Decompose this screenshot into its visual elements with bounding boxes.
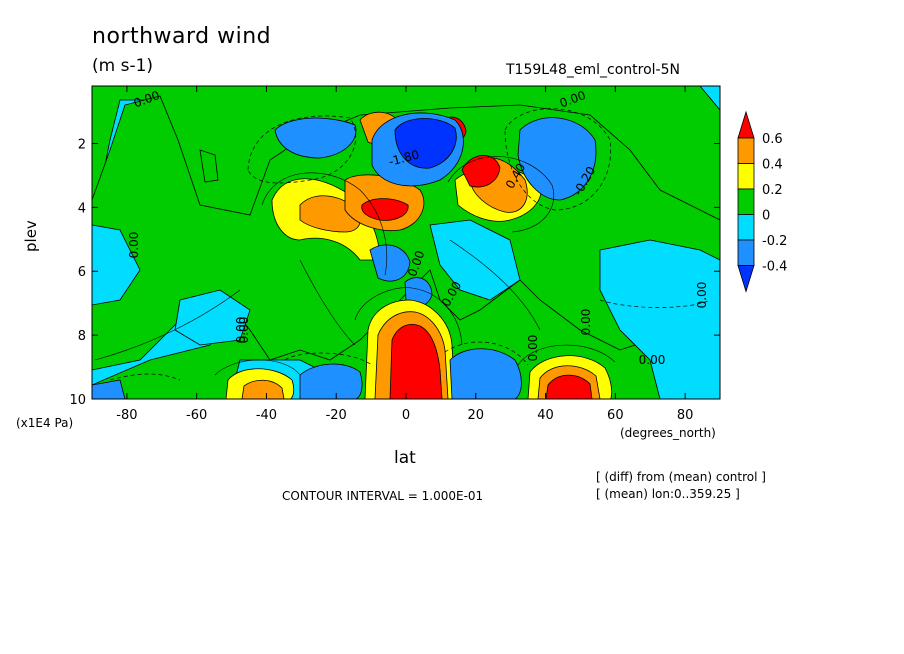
colorbar-bottom-arrow	[737, 265, 755, 293]
colorbar-label: -0.4	[762, 260, 787, 275]
y-axis-units: (x1E4 Pa)	[16, 416, 74, 430]
colorbar-label: 0.2	[762, 183, 783, 198]
strong-positive-region	[389, 323, 443, 399]
positive-contours	[94, 156, 616, 376]
note-diff: [ (diff) from (mean) control ]	[596, 470, 766, 484]
negative-region	[274, 117, 357, 159]
x-axis-label: lat	[394, 448, 416, 468]
negative-region	[517, 117, 597, 201]
run-label: T159L48_eml_control-5N	[506, 62, 680, 78]
strong-negative-region	[394, 118, 457, 169]
x-tick-label: -20	[326, 408, 347, 423]
x-tick-label: 20	[468, 408, 485, 423]
colorbar-label: 0.6	[762, 132, 783, 147]
strong-positive-region	[361, 198, 409, 221]
x-tick-label: -60	[186, 408, 207, 423]
chart-subtitle: (m s-1)	[92, 56, 154, 76]
x-tick-label: 80	[677, 408, 694, 423]
strong-positive-region	[545, 374, 593, 399]
positive-region	[241, 379, 285, 399]
colorbar-label: 0	[762, 209, 770, 224]
contour-interval: CONTOUR INTERVAL = 1.000E-01	[282, 489, 484, 503]
contour-label: 0.00	[237, 317, 251, 344]
x-tick-label: -80	[116, 408, 137, 423]
negative-region	[599, 239, 720, 399]
positive-region	[461, 155, 501, 188]
x-axis: -80 -60 -40 -20 0 20 40 60 80	[116, 86, 693, 423]
contour-label: 0.00	[234, 317, 248, 344]
colorbar-swatch	[737, 239, 755, 266]
contour-field	[92, 86, 720, 399]
y-tick-label: 2	[78, 137, 86, 152]
contour-label: 0.00	[695, 282, 709, 309]
y-tick-label: 6	[78, 265, 86, 280]
colorbar-swatch	[737, 163, 755, 190]
contour-label: 0.00	[127, 232, 141, 259]
colorbar: 0.6 0.4 0.2 0 -0.2 -0.4	[737, 110, 787, 293]
negative-region	[92, 379, 126, 399]
negative-contours	[109, 108, 711, 381]
x-tick-label: -40	[256, 408, 277, 423]
x-tick-label: 0	[402, 408, 410, 423]
y-axis: 2 4 6 8 10	[69, 137, 720, 408]
zero-band-region	[199, 149, 219, 183]
contour-label: 0.00	[579, 309, 593, 336]
colorbar-label: -0.2	[762, 234, 787, 249]
negative-region	[299, 363, 363, 399]
y-tick-label: 8	[78, 329, 86, 344]
y-tick-label: 4	[78, 201, 86, 216]
strong-negative-region	[449, 348, 522, 399]
colorbar-swatch	[737, 188, 755, 215]
negative-region	[429, 219, 521, 301]
colorbar-swatch	[737, 137, 755, 164]
x-axis-units: (degrees_north)	[620, 426, 716, 440]
colorbar-label: 0.4	[762, 158, 783, 173]
colorbar-top-arrow	[737, 110, 755, 139]
note-mean: [ (mean) lon:0..359.25 ]	[596, 487, 740, 501]
negative-region	[369, 244, 411, 282]
contour-label: 0.00	[639, 353, 666, 367]
y-tick-label: 10	[69, 393, 86, 408]
x-tick-label: 60	[607, 408, 624, 423]
x-tick-label: 40	[537, 408, 554, 423]
chart-title: northward wind	[92, 24, 272, 49]
negative-region	[92, 224, 141, 306]
contour-label: 0.00	[526, 335, 540, 362]
colorbar-swatch	[737, 214, 755, 241]
